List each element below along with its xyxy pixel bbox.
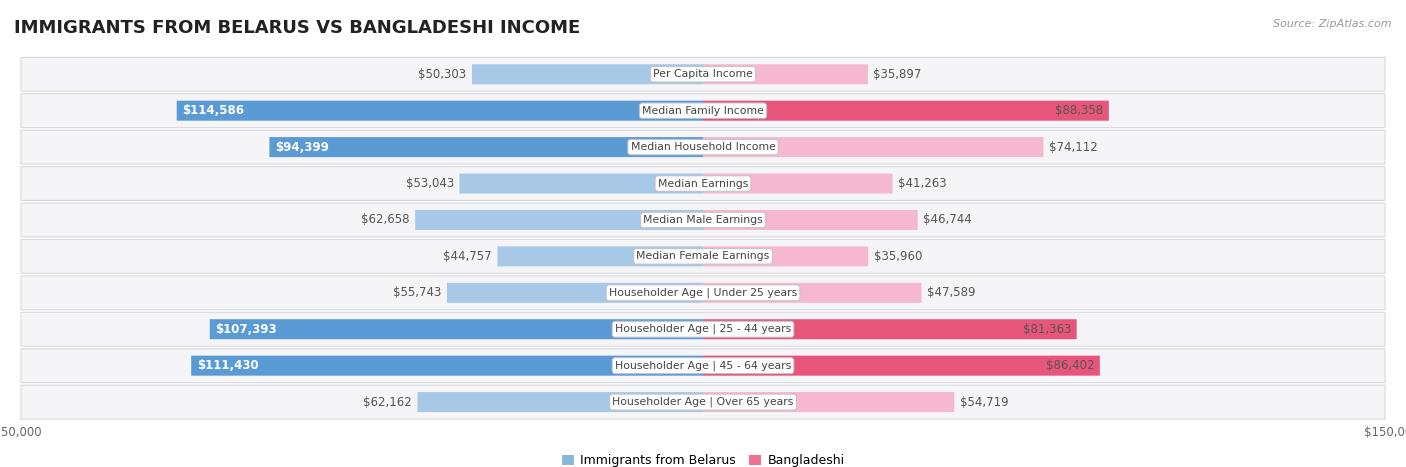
- FancyBboxPatch shape: [703, 210, 918, 230]
- FancyBboxPatch shape: [703, 392, 955, 412]
- FancyBboxPatch shape: [703, 64, 868, 84]
- FancyBboxPatch shape: [21, 385, 1385, 419]
- Text: $74,112: $74,112: [1049, 141, 1098, 154]
- FancyBboxPatch shape: [703, 247, 868, 266]
- Text: Source: ZipAtlas.com: Source: ZipAtlas.com: [1274, 19, 1392, 28]
- FancyBboxPatch shape: [191, 356, 703, 375]
- FancyBboxPatch shape: [472, 64, 703, 84]
- Text: Median Household Income: Median Household Income: [630, 142, 776, 152]
- Text: Householder Age | Over 65 years: Householder Age | Over 65 years: [612, 397, 794, 407]
- FancyBboxPatch shape: [270, 137, 703, 157]
- FancyBboxPatch shape: [209, 319, 703, 339]
- FancyBboxPatch shape: [447, 283, 703, 303]
- FancyBboxPatch shape: [703, 319, 1077, 339]
- Text: $54,719: $54,719: [960, 396, 1008, 409]
- Text: $47,589: $47,589: [927, 286, 976, 299]
- FancyBboxPatch shape: [703, 283, 921, 303]
- FancyBboxPatch shape: [498, 247, 703, 266]
- FancyBboxPatch shape: [21, 276, 1385, 310]
- FancyBboxPatch shape: [418, 392, 703, 412]
- Text: $55,743: $55,743: [394, 286, 441, 299]
- Text: $88,358: $88,358: [1054, 104, 1104, 117]
- Text: Householder Age | 45 - 64 years: Householder Age | 45 - 64 years: [614, 361, 792, 371]
- FancyBboxPatch shape: [703, 137, 1043, 157]
- Text: $44,757: $44,757: [443, 250, 492, 263]
- FancyBboxPatch shape: [703, 174, 893, 193]
- Text: $41,263: $41,263: [898, 177, 946, 190]
- Text: $50,303: $50,303: [419, 68, 467, 81]
- FancyBboxPatch shape: [703, 356, 1099, 375]
- Text: $111,430: $111,430: [197, 359, 259, 372]
- Text: $62,658: $62,658: [361, 213, 409, 226]
- Text: $35,897: $35,897: [873, 68, 922, 81]
- Text: $94,399: $94,399: [276, 141, 329, 154]
- Legend: Immigrants from Belarus, Bangladeshi: Immigrants from Belarus, Bangladeshi: [557, 449, 849, 467]
- Text: $114,586: $114,586: [183, 104, 245, 117]
- Text: $35,960: $35,960: [873, 250, 922, 263]
- Text: Householder Age | Under 25 years: Householder Age | Under 25 years: [609, 288, 797, 298]
- FancyBboxPatch shape: [21, 167, 1385, 200]
- Text: Per Capita Income: Per Capita Income: [652, 69, 754, 79]
- Text: IMMIGRANTS FROM BELARUS VS BANGLADESHI INCOME: IMMIGRANTS FROM BELARUS VS BANGLADESHI I…: [14, 19, 581, 37]
- FancyBboxPatch shape: [21, 94, 1385, 127]
- Text: Median Earnings: Median Earnings: [658, 178, 748, 189]
- Text: Median Family Income: Median Family Income: [643, 106, 763, 116]
- Text: Householder Age | 25 - 44 years: Householder Age | 25 - 44 years: [614, 324, 792, 334]
- Text: Median Female Earnings: Median Female Earnings: [637, 251, 769, 262]
- FancyBboxPatch shape: [21, 203, 1385, 237]
- FancyBboxPatch shape: [703, 101, 1109, 120]
- Text: $81,363: $81,363: [1022, 323, 1071, 336]
- FancyBboxPatch shape: [21, 130, 1385, 164]
- FancyBboxPatch shape: [460, 174, 703, 193]
- Text: $86,402: $86,402: [1046, 359, 1094, 372]
- FancyBboxPatch shape: [177, 101, 703, 120]
- Text: $53,043: $53,043: [405, 177, 454, 190]
- Text: $46,744: $46,744: [924, 213, 972, 226]
- FancyBboxPatch shape: [415, 210, 703, 230]
- FancyBboxPatch shape: [21, 312, 1385, 346]
- FancyBboxPatch shape: [21, 57, 1385, 91]
- Text: $62,162: $62,162: [363, 396, 412, 409]
- FancyBboxPatch shape: [21, 240, 1385, 273]
- FancyBboxPatch shape: [21, 349, 1385, 382]
- Text: $107,393: $107,393: [215, 323, 277, 336]
- Text: Median Male Earnings: Median Male Earnings: [643, 215, 763, 225]
